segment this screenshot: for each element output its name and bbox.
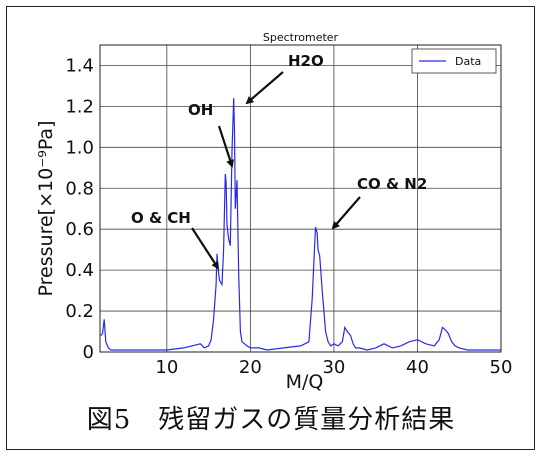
x-tick-label: 40 (406, 357, 429, 378)
plot-area (99, 44, 502, 353)
chart-title: Spectrometer (263, 31, 339, 44)
y-axis-label: Pressure[×10⁻⁹Pa] (35, 121, 57, 297)
y-tick-label: 1.0 (65, 137, 94, 158)
annotation-arrow (191, 227, 220, 270)
figure-caption: 図5 残留ガスの質量分析結果 (86, 405, 456, 435)
annotation-arrow (331, 196, 361, 230)
x-axis-label: M/Q (286, 371, 324, 393)
grid (100, 45, 502, 352)
x-tick-label: 30 (322, 357, 345, 378)
y-tick-label: 0.2 (65, 301, 94, 322)
legend-entry-data: Data (455, 55, 481, 68)
y-tick-label: 0.8 (65, 178, 94, 199)
y-tick-label: 0.6 (65, 219, 94, 240)
annotation-label: OH (188, 101, 213, 119)
annotations: H2O OH O & CH CO & N2 (131, 52, 427, 270)
annotation-arrow (217, 125, 234, 168)
y-tick-label: 0 (83, 342, 94, 363)
y-tick-label: 0.4 (65, 260, 94, 281)
annotation-label: H2O (288, 52, 324, 70)
x-tick-label: 50 (490, 357, 513, 378)
series-line-data (100, 98, 501, 351)
spectrometer-chart: 10 20 30 40 50 0 0.2 0.4 0.6 0.8 1.0 1.2 1.4 H2O OH O … (35, 31, 512, 393)
y-tick-label: 1.4 (65, 55, 94, 76)
x-tick-label: 10 (155, 357, 178, 378)
tick-labels: 10 20 30 40 50 0 0.2 0.4 0.6 0.8 1.0 1.2 1.4 (65, 55, 512, 378)
annotation-arrow (245, 71, 284, 105)
legend: Data (411, 48, 497, 74)
x-tick-label: 20 (239, 357, 262, 378)
figure-frame (6, 6, 535, 450)
y-tick-label: 1.2 (65, 96, 94, 117)
annotation-label: O & CH (131, 209, 191, 227)
annotation-label: CO & N2 (357, 175, 427, 193)
